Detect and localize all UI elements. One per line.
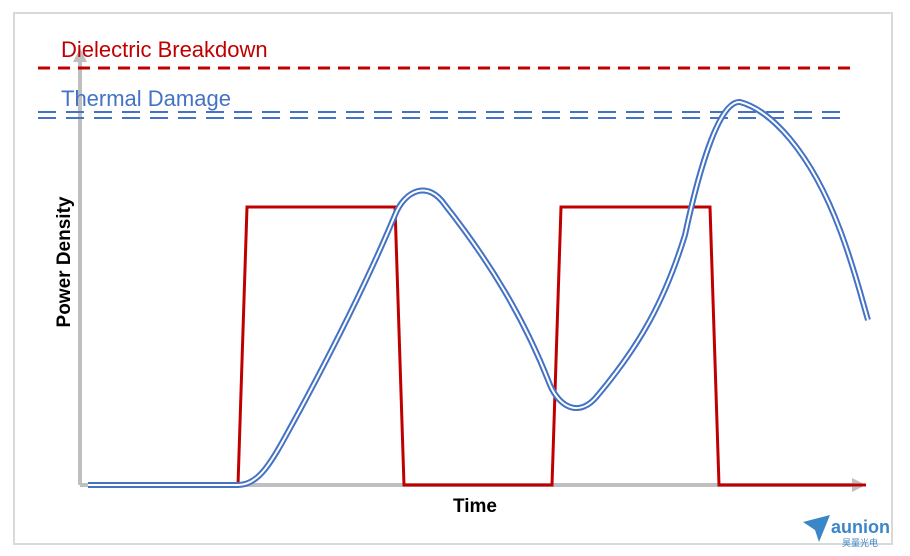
dielectric-breakdown-label: Dielectric Breakdown: [61, 37, 268, 62]
diagram-frame: [13, 12, 893, 545]
logo-arrow-icon: [803, 515, 830, 542]
thermal-damage-line: [38, 111, 848, 119]
axes: [73, 48, 866, 492]
pulse-train: [88, 205, 866, 487]
y-axis-arrow: [73, 48, 87, 62]
logo-name: aunion: [831, 517, 890, 537]
logo-subtitle: 昊量光电: [842, 537, 878, 548]
x-axis-label: Time: [453, 496, 497, 517]
thermal-response-curve: [88, 99, 871, 488]
aunion-logo: aunion 昊量光电: [803, 515, 890, 548]
y-axis-label: Power Density: [54, 196, 75, 327]
thermal-damage-label: Thermal Damage: [61, 86, 231, 111]
